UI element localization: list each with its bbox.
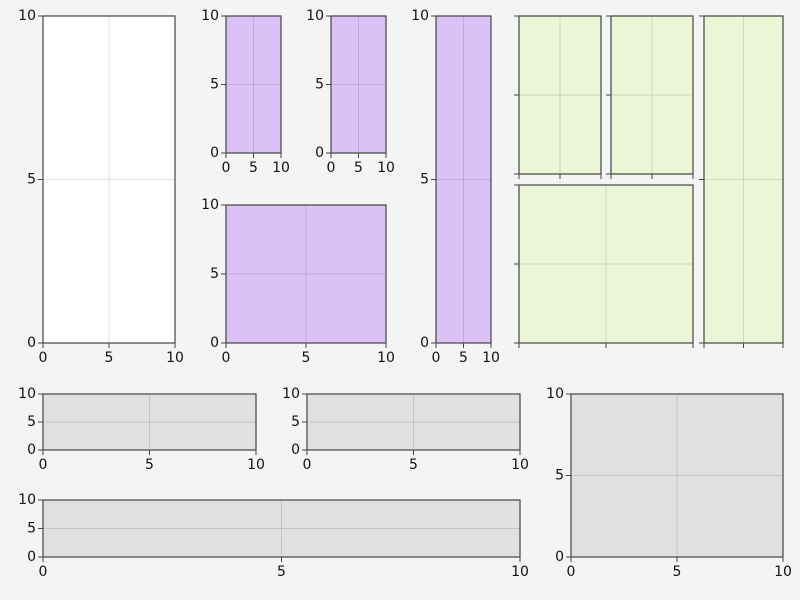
y-tick-label: 5 [555, 468, 564, 484]
axes: 0 5 10 0 5 10 [18, 492, 529, 580]
x-tick-label: 10 [166, 350, 184, 366]
x-tick-label: 0 [327, 160, 336, 176]
axes-frame [435, 15, 492, 344]
axes-frame [330, 15, 387, 154]
axes-frame [225, 15, 282, 154]
y-tick-label: 5 [420, 172, 429, 188]
y-tick-label: 5 [27, 172, 36, 188]
x-tick-label: 10 [511, 564, 529, 580]
axes [514, 184, 694, 348]
x-tick-label: 5 [673, 564, 682, 580]
x-tick-label: 5 [249, 160, 258, 176]
y-tick-label: 5 [27, 521, 36, 537]
axes-frame [306, 393, 521, 451]
x-tick-label: 5 [105, 350, 114, 366]
x-tick-label: 10 [377, 160, 395, 176]
plot-area [226, 16, 281, 153]
axes-frame [42, 393, 257, 451]
y-tick-label: 0 [27, 335, 36, 351]
axes-frame [42, 499, 521, 558]
axes: 0 5 10 0 5 10 [18, 8, 184, 366]
axes-frame [225, 204, 387, 344]
x-tick-label: 5 [145, 457, 154, 473]
axes: 0 5 10 0 5 10 [201, 8, 290, 176]
y-tick-label: 0 [27, 442, 36, 458]
x-tick-label: 10 [774, 564, 792, 580]
axes: 0 5 10 0 5 10 [282, 386, 529, 473]
plot-area [519, 185, 693, 343]
x-tick-label: 10 [377, 350, 395, 366]
x-tick-label: 5 [277, 564, 286, 580]
y-tick-label: 5 [315, 77, 324, 93]
y-tick-label: 10 [18, 492, 36, 508]
x-tick-label: 0 [39, 350, 48, 366]
y-tick-label: 5 [291, 414, 300, 430]
plot-area [571, 394, 783, 557]
y-tick-label: 0 [27, 549, 36, 565]
x-tick-label: 0 [432, 350, 441, 366]
axes-frame [518, 184, 694, 344]
y-tick-label: 5 [27, 414, 36, 430]
y-tick-label: 0 [210, 335, 219, 351]
y-tick-label: 10 [282, 386, 300, 402]
axes: 0 5 10 0 5 10 [201, 197, 395, 366]
y-tick-label: 10 [18, 8, 36, 24]
x-tick-label: 10 [272, 160, 290, 176]
axes [606, 15, 694, 179]
plot-area [519, 16, 601, 174]
x-tick-label: 5 [459, 350, 468, 366]
y-tick-label: 0 [291, 442, 300, 458]
x-tick-label: 0 [222, 160, 231, 176]
plot-area [331, 16, 386, 153]
x-tick-label: 10 [482, 350, 500, 366]
plot-area [43, 16, 175, 343]
plot-area [226, 205, 386, 343]
axes: 0 5 10 0 5 10 [546, 386, 792, 580]
y-tick-label: 10 [411, 8, 429, 24]
y-tick-label: 5 [210, 77, 219, 93]
y-tick-label: 10 [306, 8, 324, 24]
x-tick-label: 10 [247, 457, 265, 473]
x-tick-label: 5 [409, 457, 418, 473]
x-tick-label: 0 [567, 564, 576, 580]
axes [699, 15, 784, 348]
x-tick-label: 0 [39, 457, 48, 473]
axes: 0 5 10 0 5 10 [411, 8, 500, 366]
plot-area [611, 16, 693, 174]
axes-frame [518, 15, 602, 175]
axes-frame [610, 15, 694, 175]
axes-frame [42, 15, 176, 344]
y-tick-label: 0 [315, 145, 324, 161]
x-tick-label: 10 [511, 457, 529, 473]
plot-area [307, 394, 520, 450]
x-tick-label: 0 [303, 457, 312, 473]
x-tick-label: 0 [39, 564, 48, 580]
y-tick-label: 0 [420, 335, 429, 351]
y-tick-label: 5 [210, 266, 219, 282]
x-tick-label: 5 [354, 160, 363, 176]
x-tick-label: 5 [302, 350, 311, 366]
y-tick-label: 10 [201, 197, 219, 213]
y-tick-label: 0 [555, 549, 564, 565]
plot-area [436, 16, 491, 343]
y-tick-label: 0 [210, 145, 219, 161]
y-tick-label: 10 [18, 386, 36, 402]
y-tick-label: 10 [201, 8, 219, 24]
plot-area [43, 394, 256, 450]
plot-area [704, 16, 783, 343]
x-tick-label: 0 [222, 350, 231, 366]
axes [514, 15, 602, 179]
axes: 0 5 10 0 5 10 [306, 8, 395, 176]
y-tick-label: 10 [546, 386, 564, 402]
axes-frame [703, 15, 784, 344]
axes: 0 5 10 0 5 10 [18, 386, 265, 473]
plot-area [43, 500, 520, 557]
axes-frame [570, 393, 784, 558]
